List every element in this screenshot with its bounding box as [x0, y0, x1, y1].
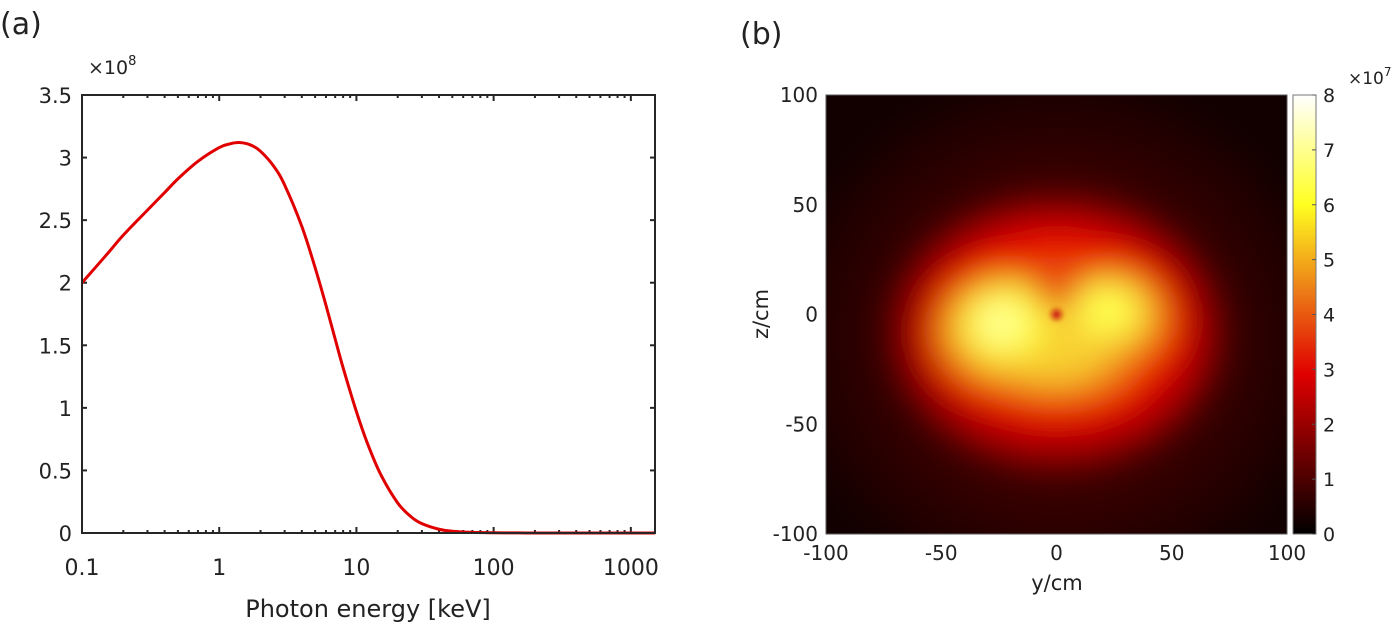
- panel-label-b: (b): [740, 17, 782, 52]
- colorbar-ticks: 0 1 2 3 4 5 6 7 8: [1312, 85, 1335, 546]
- x-tick-labels-b: -100 -50 0 50 100: [803, 541, 1306, 565]
- colorbar-multiplier: ×107: [1348, 65, 1392, 89]
- x-tick-label-a: 10: [342, 556, 370, 581]
- x-tick-label-a: 100: [473, 556, 515, 581]
- colorbar-tick-label: 2: [1323, 414, 1335, 436]
- colorbar-tick-label: 3: [1323, 359, 1335, 381]
- x-tick-label-b: -100: [803, 541, 848, 565]
- panel-label-a: (a): [0, 7, 42, 42]
- colorbar-tick-label: 1: [1323, 469, 1335, 491]
- y-tick-label-b: -100: [773, 522, 818, 546]
- colorbar-tick-label: 8: [1323, 85, 1335, 107]
- y-tick-label-a: 1.5: [39, 334, 72, 358]
- y-tick-label-a: 2: [59, 272, 72, 296]
- colorbar-tick-label: 0: [1323, 524, 1335, 546]
- y-tick-label-a: 0.5: [39, 459, 72, 483]
- plot-area-a: [82, 95, 655, 533]
- x-tick-label-a: 1: [212, 556, 226, 581]
- heatmap-contour: [1077, 285, 1138, 335]
- y-tick-label-b: -50: [785, 412, 818, 436]
- colorbar-tick-label: 4: [1323, 305, 1335, 327]
- axes-box-a: [81, 94, 656, 534]
- colorbar-tick-label: 5: [1323, 250, 1335, 272]
- x-tick-label-b: 0: [1050, 541, 1063, 565]
- x-axis-label-a: Photon energy [keV]: [245, 595, 491, 623]
- heatmap-intensity-field: [890, 195, 1223, 469]
- heatmap-image: [826, 95, 1287, 534]
- x-tick-label-b: 100: [1268, 541, 1306, 565]
- x-tick-label-b: -50: [925, 541, 958, 565]
- y-tick-label-b: 50: [793, 193, 818, 217]
- x-tick-labels-a: 0.1 1 10 100 1000: [65, 556, 659, 581]
- x-tick-label-a: 0.1: [65, 556, 100, 581]
- x-axis-label-b: y/cm: [1031, 571, 1083, 595]
- heatmap-contour: [980, 305, 1022, 341]
- colorbar-tick-label: 6: [1323, 195, 1335, 217]
- colorbar-tick-label: 7: [1323, 140, 1335, 162]
- heatmap-source-dip: [1051, 309, 1062, 320]
- y-tick-label-b: 100: [780, 83, 818, 107]
- y-axis-label-b: z/cm: [749, 289, 773, 339]
- heatmap-notch: [1033, 257, 1080, 311]
- y-tick-label-a: 2.5: [39, 209, 72, 233]
- heatmap-dip-point: [1051, 309, 1062, 320]
- y-tick-label-a: 3: [59, 147, 72, 171]
- axes-box-b: [825, 94, 1288, 535]
- line-chart-a: 0 0.5 1 1.5 2 2.5 3 3.5 0.1 1 10 100 1000 ×108 Phot…: [39, 54, 659, 623]
- x-tick-label-a: 1000: [603, 556, 659, 581]
- y-tick-label-a: 0: [59, 522, 72, 546]
- heatmap-chart-b: -100 -50 0 50 100 -100 -50 0 50 100 z/cm y/cm 0 1…: [749, 65, 1392, 595]
- y-tick-label-b: 0: [805, 303, 818, 327]
- y-tick-label-a: 1: [59, 397, 72, 421]
- x-tick-label-b: 50: [1159, 541, 1184, 565]
- y-multiplier-a: ×108: [88, 54, 136, 79]
- y-tick-label-a: 3.5: [39, 84, 72, 108]
- y-tick-labels-b: -100 -50 0 50 100: [773, 83, 818, 546]
- y-tick-labels-a: 0 0.5 1 1.5 2 2.5 3 3.5: [39, 84, 72, 546]
